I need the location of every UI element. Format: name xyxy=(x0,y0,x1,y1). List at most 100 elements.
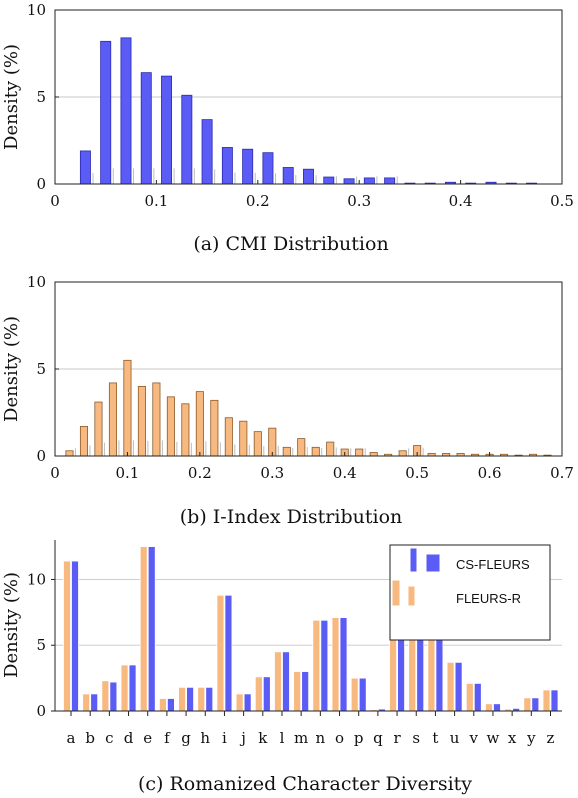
cmi-distribution-panel: 0 5 10 0 0.1 0.2 0.3 0.4 0.5 Density (%) (a) CMI… xyxy=(1,1,574,255)
y-tick-label: 5 xyxy=(36,360,46,378)
bar xyxy=(100,40,112,185)
bar-cs-fleurs-l xyxy=(282,651,290,712)
bar-cs-fleurs-v xyxy=(473,682,482,712)
bar-cs-fleurs-u xyxy=(454,661,463,712)
x-tick-label-q: q xyxy=(373,729,383,747)
bar-fleurs-r-u xyxy=(446,661,455,712)
x-tick-label-n: n xyxy=(316,729,326,747)
char-caption: (c) Romanized Character Diversity xyxy=(138,773,472,795)
legend: CS-FLEURS FLEURS-R xyxy=(389,544,551,641)
bar-fleurs-r-n xyxy=(312,619,321,712)
bar xyxy=(369,452,378,457)
bar xyxy=(79,426,88,457)
bar-fleurs-r-b xyxy=(82,693,91,712)
bar-cs-fleurs-m xyxy=(301,671,310,712)
bar-fleurs-r-f xyxy=(158,698,167,712)
legend-swatch-cs-fleurs-a xyxy=(409,547,418,573)
x-tick-label: 0.4 xyxy=(449,192,473,210)
bar xyxy=(120,37,132,185)
legend-swatch-fleurs-r-b xyxy=(407,585,416,607)
bar xyxy=(398,450,407,457)
bar-cs-fleurs-y xyxy=(531,697,540,712)
bar-fleurs-r-p xyxy=(350,677,359,712)
bar xyxy=(210,399,219,457)
bar-fleurs-r-v xyxy=(465,682,474,712)
x-tick-label: 0.2 xyxy=(188,464,212,482)
bar-fleurs-r-w xyxy=(485,703,493,712)
bar xyxy=(297,438,306,457)
i-index-caption: (b) I-Index Distribution xyxy=(180,506,403,528)
bar-cs-fleurs-d xyxy=(128,664,137,712)
bar-cs-fleurs-z xyxy=(550,689,559,712)
x-tick-label: 0.5 xyxy=(550,192,574,210)
bar-cs-fleurs-e xyxy=(147,546,156,712)
character-bars xyxy=(63,546,559,712)
bar-cs-fleurs-g xyxy=(186,686,194,712)
y-tick-label: 10 xyxy=(27,570,46,588)
bar-fleurs-r-a xyxy=(63,560,71,712)
bar xyxy=(242,148,254,185)
x-tick-label-c: c xyxy=(105,729,113,747)
bar-fleurs-r-i xyxy=(216,594,225,712)
x-tick-label-y: y xyxy=(526,729,536,747)
bar-cs-fleurs-i xyxy=(224,594,233,712)
x-tick-label-k: k xyxy=(258,729,268,747)
cmi-caption: (a) CMI Distribution xyxy=(193,233,388,255)
x-tick-label-g: g xyxy=(181,729,191,747)
bar-cs-fleurs-f xyxy=(166,698,175,712)
x-tick-label-t: t xyxy=(432,729,438,747)
x-tick-label-u: u xyxy=(450,729,460,747)
y-tick-label: 10 xyxy=(27,1,46,19)
i-index-distribution-panel: 0 5 10 0 0.1 0.2 0.3 0.4 0.5 0.6 0.7 Density (%) (… xyxy=(1,273,574,528)
x-tick-label-m: m xyxy=(294,729,308,747)
x-tick-label-d: d xyxy=(124,729,134,747)
x-tick-label-w: w xyxy=(487,729,500,747)
x-tick-label: 0.1 xyxy=(144,192,168,210)
bar xyxy=(363,177,375,185)
x-tick-label-p: p xyxy=(354,729,364,747)
y-tick-label: 5 xyxy=(36,88,46,106)
bar xyxy=(326,441,335,457)
character-diversity-panel: 0 5 10 a b c d e f g h i j k l m n o p q r s t u v w x y z Density (… xyxy=(1,540,562,795)
bar-cs-fleurs-c xyxy=(109,681,118,712)
x-tick-label-b: b xyxy=(85,729,95,747)
x-tick-label-v: v xyxy=(469,729,479,747)
bar-cs-fleurs-o xyxy=(339,617,348,712)
bar xyxy=(253,431,262,457)
bar xyxy=(161,75,173,185)
x-tick-label: 0.5 xyxy=(405,464,429,482)
bar xyxy=(65,450,74,457)
bar xyxy=(239,420,248,457)
x-tick-label-x: x xyxy=(508,729,517,747)
i-index-y-axis-label: Density (%) xyxy=(1,316,22,422)
bar xyxy=(384,177,396,185)
bar xyxy=(262,152,274,185)
legend-label-cs-fleurs: CS-FLEURS xyxy=(456,557,530,572)
bar-fleurs-r-z xyxy=(542,689,551,712)
x-tick-label: 0 xyxy=(50,192,60,210)
bar xyxy=(181,403,190,457)
x-tick-label: 0.3 xyxy=(347,192,371,210)
bar xyxy=(224,417,233,457)
bar-cs-fleurs-b xyxy=(90,693,99,712)
x-tick-label-f: f xyxy=(164,729,171,747)
bar xyxy=(195,391,204,457)
x-tick-label-l: l xyxy=(280,729,285,747)
bar xyxy=(221,147,233,185)
bar-cs-fleurs-j xyxy=(243,693,252,712)
bar xyxy=(166,396,175,457)
x-tick-label-e: e xyxy=(143,729,152,747)
x-tick-label-o: o xyxy=(335,729,344,747)
bar xyxy=(140,72,152,185)
bar xyxy=(282,446,291,457)
legend-swatch-cs-fleurs-b xyxy=(425,553,441,573)
bar-fleurs-r-m xyxy=(293,671,302,712)
x-tick-label: 0.2 xyxy=(246,192,270,210)
bar-fleurs-r-g xyxy=(178,686,186,712)
bar xyxy=(282,167,294,185)
bar-cs-fleurs-h xyxy=(205,686,214,712)
bar xyxy=(152,382,161,457)
i-index-bars xyxy=(65,359,552,457)
bar-fleurs-r-k xyxy=(254,676,263,712)
